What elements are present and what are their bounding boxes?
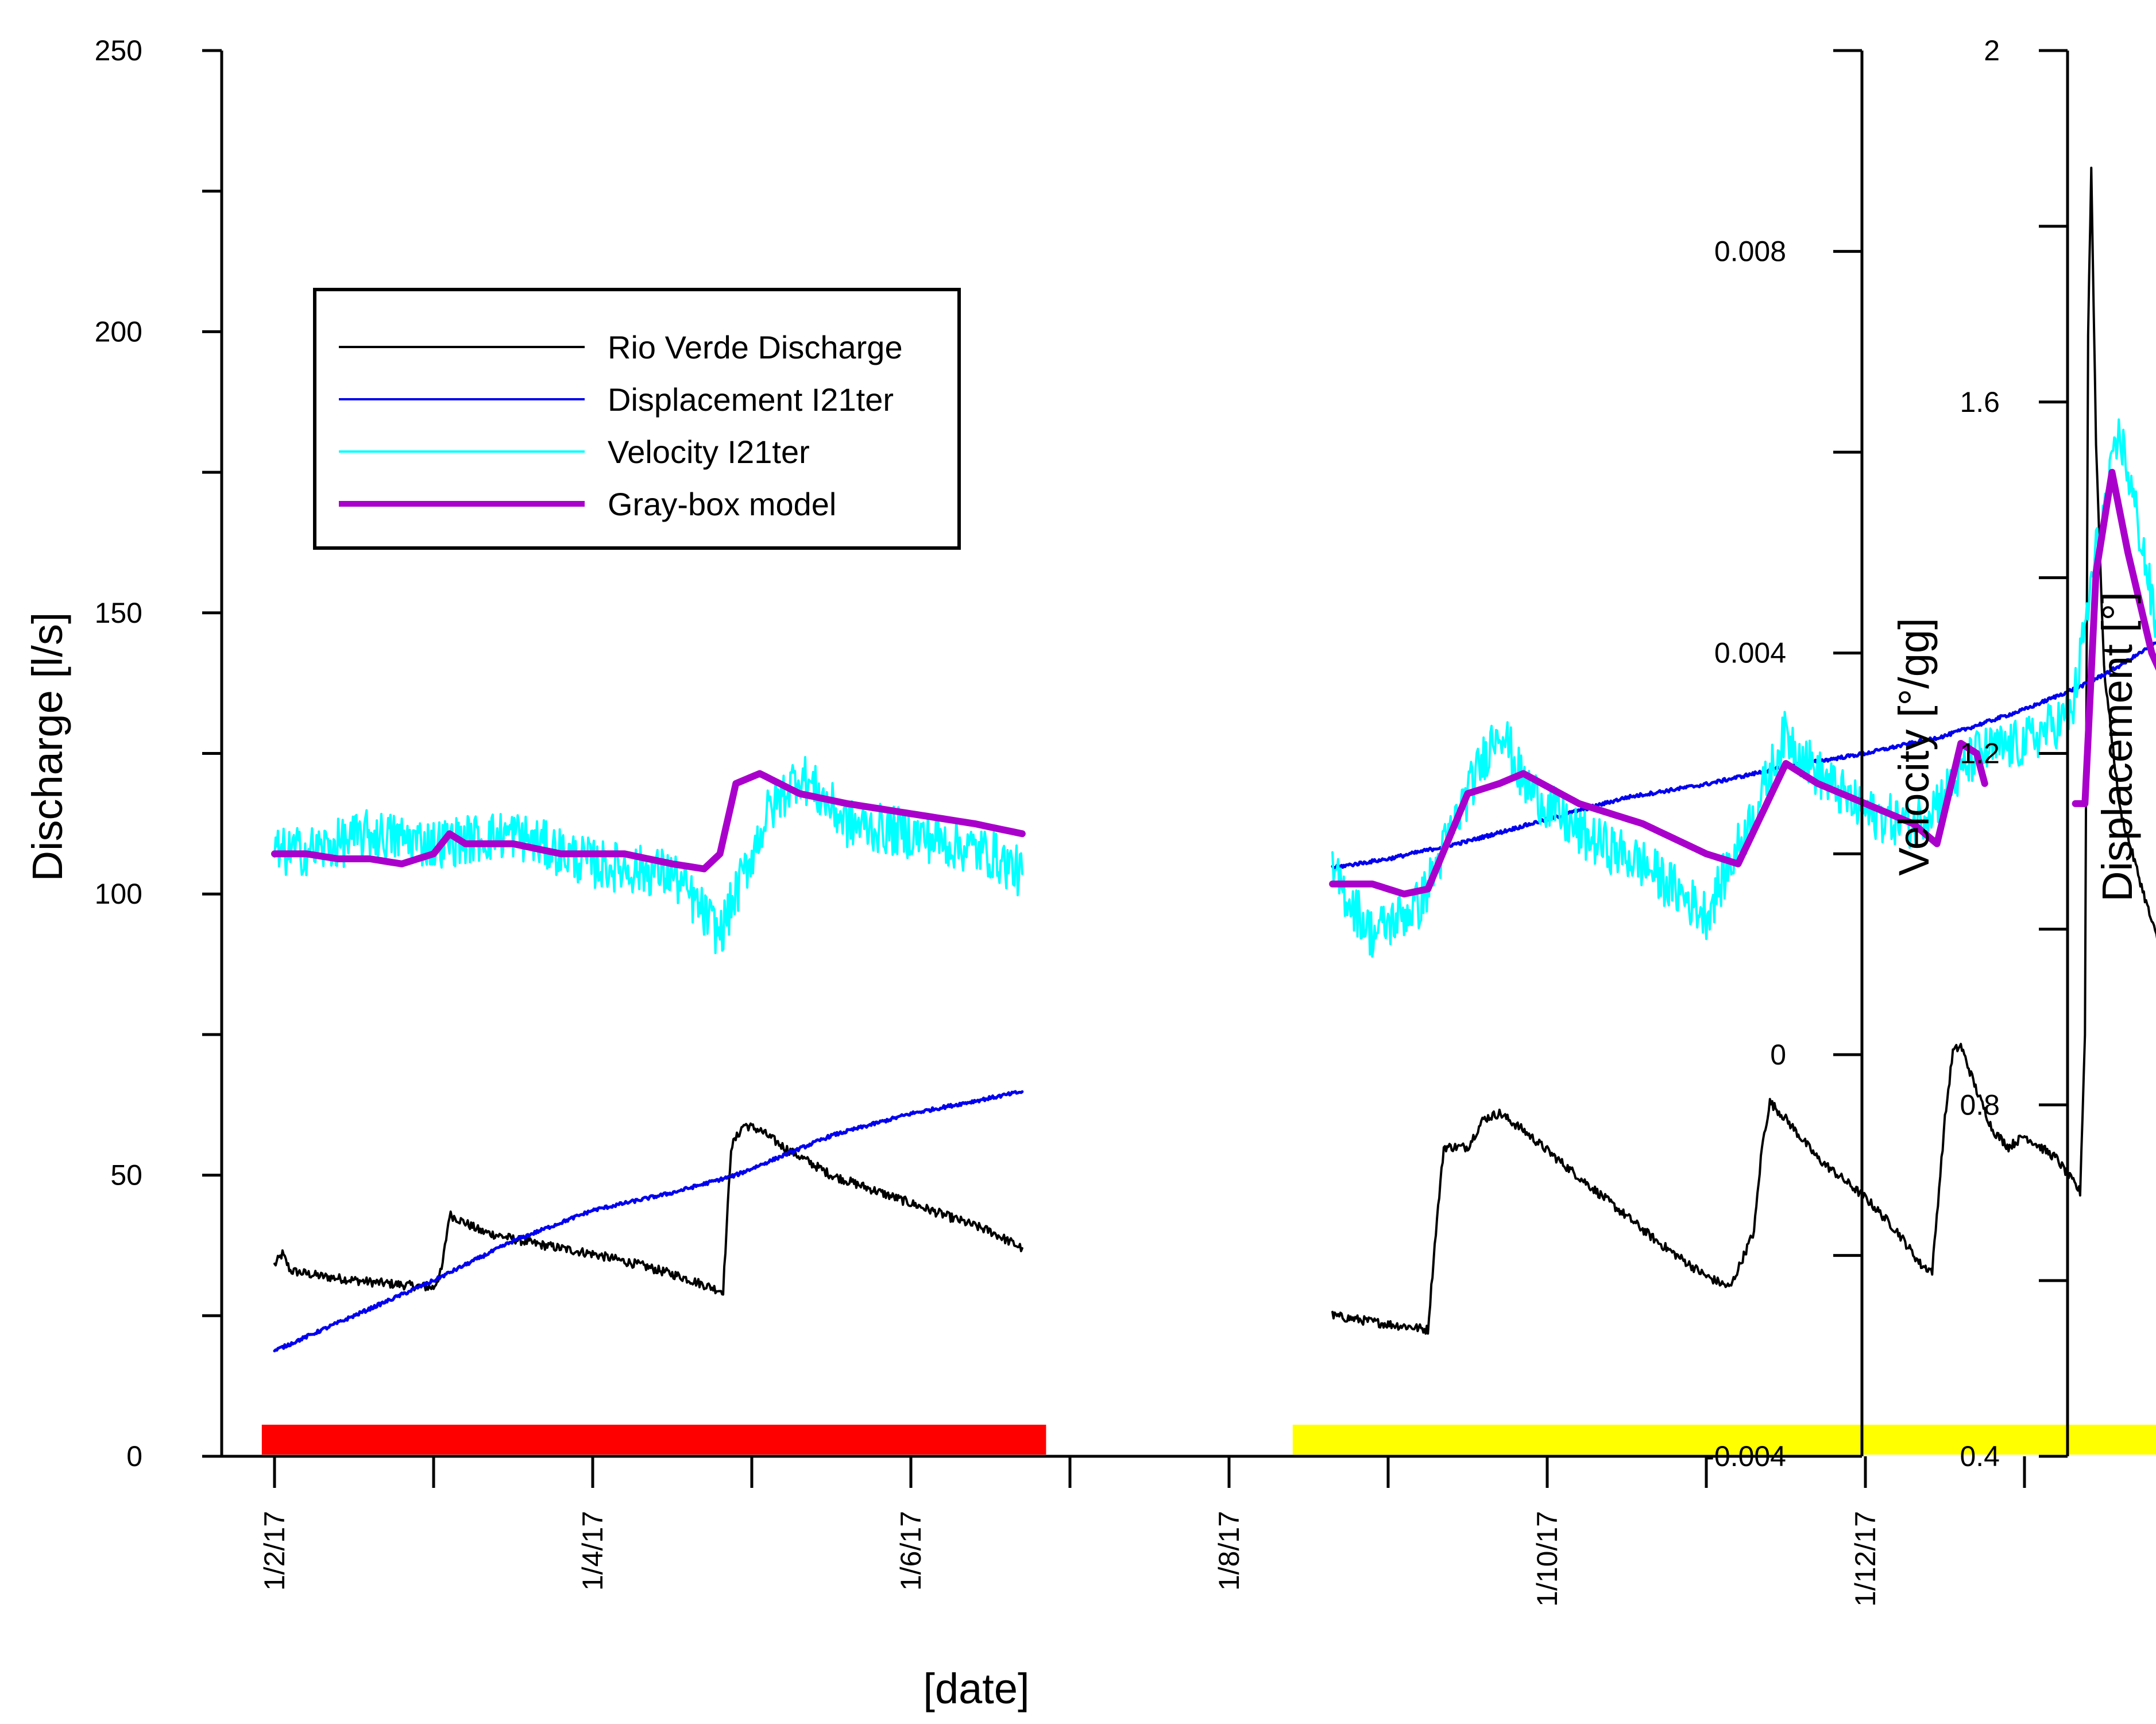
x-tick-label: 1/2/17 bbox=[258, 1511, 291, 1591]
displacement-axis-title: Displacement [°] bbox=[2093, 592, 2141, 902]
series-displacement-i21ter-segment-0 bbox=[273, 1090, 1024, 1353]
discharge-tick-label: 100 bbox=[95, 878, 142, 910]
legend-label-discharge: Rio Verde Discharge bbox=[608, 329, 903, 365]
displacement-tick-label: 2 bbox=[1984, 34, 2000, 67]
x-tick-label: 1/4/17 bbox=[577, 1511, 609, 1591]
x-tick-label: 1/8/17 bbox=[1213, 1511, 1245, 1591]
x-axis-title: [date] bbox=[923, 1665, 1029, 1713]
discharge-tick-label: 200 bbox=[95, 315, 142, 348]
discharge-tick-label: 0 bbox=[126, 1440, 142, 1472]
series-gray-box-model-segment-0 bbox=[271, 770, 1026, 873]
legend-label-graybox: Gray-box model bbox=[608, 486, 836, 522]
series-layer bbox=[271, 167, 2156, 1353]
velocity-tick-label: 0 bbox=[1770, 1039, 1786, 1071]
displacement-tick-label: 1.6 bbox=[1960, 386, 2000, 418]
period-bar-0 bbox=[261, 1425, 1046, 1455]
x-tick-label: 1/12/17 bbox=[1849, 1511, 1881, 1607]
discharge-tick-label: 250 bbox=[95, 34, 142, 67]
series-displacement-i21ter-segment-1 bbox=[1331, 641, 2156, 870]
series-rio-verde-discharge-segment-0 bbox=[273, 1122, 1023, 1296]
discharge-axis-title: Discharge [l/s] bbox=[24, 612, 71, 882]
series-velocity-i21ter-segment-0 bbox=[273, 756, 1023, 954]
period-bar-1 bbox=[1292, 1425, 2156, 1455]
displacement-tick-label: 0.8 bbox=[1960, 1089, 2000, 1121]
discharge-tick-label: 150 bbox=[95, 597, 142, 629]
legend-label-displacement: Displacement I21ter bbox=[608, 381, 894, 418]
legend-label-velocity: Velocity I21ter bbox=[608, 434, 810, 470]
legend: Rio Verde Discharge Displacement I21ter … bbox=[313, 288, 961, 550]
displacement-tick-label: 1.2 bbox=[1960, 738, 2000, 770]
discharge-tick-label: 50 bbox=[110, 1159, 142, 1191]
displacement-tick-label: 0.4 bbox=[1960, 1440, 2000, 1472]
series-gray-box-model-segment-1 bbox=[1329, 740, 1988, 898]
axes-layer: 050100150200250-0.00400.0040.0080.40.81.… bbox=[95, 34, 2069, 1607]
period-bars bbox=[261, 1425, 2156, 1455]
velocity-tick-label: 0.008 bbox=[1714, 236, 1786, 268]
series-rio-verde-discharge-segment-1 bbox=[1331, 167, 2156, 1335]
velocity-tick-label: 0.004 bbox=[1714, 637, 1786, 669]
x-tick-label: 1/10/17 bbox=[1531, 1511, 1563, 1607]
x-tick-label: 1/6/17 bbox=[895, 1511, 927, 1591]
velocity-axis-title: Velocity [°/gg] bbox=[1890, 618, 1938, 876]
series-velocity-i21ter-segment-1 bbox=[1331, 418, 2156, 958]
